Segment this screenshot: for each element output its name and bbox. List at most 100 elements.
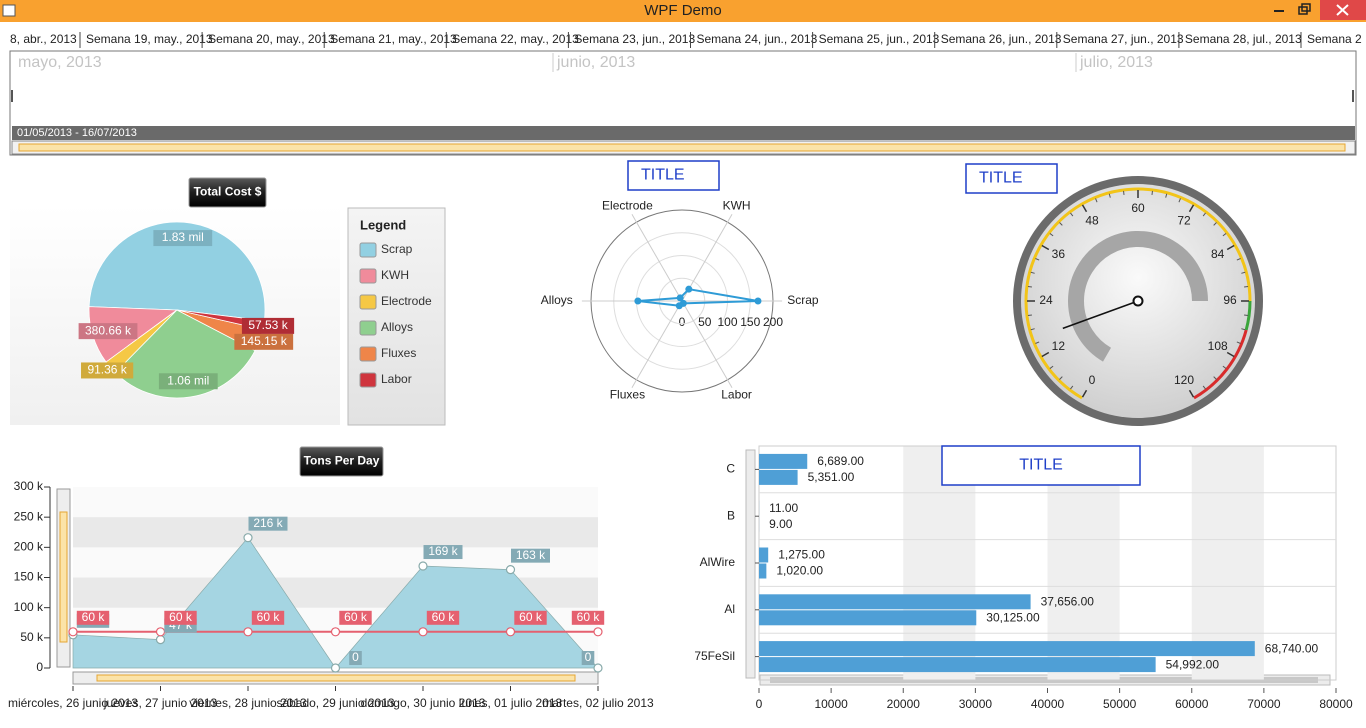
gauge-tick-label: 108 — [1208, 339, 1228, 353]
data-label-bg — [164, 610, 197, 625]
week-label: Semana 23, jun., 2013 — [574, 32, 695, 46]
date-range: 01/05/2013 - 16/07/2013 — [17, 127, 137, 139]
x-tick-label: 10000 — [814, 697, 848, 711]
bar — [759, 453, 808, 469]
month-label: junio, 2013 — [556, 54, 635, 71]
bar — [759, 469, 798, 485]
data-label: 54,992.00 — [1166, 657, 1220, 671]
timeline-handle[interactable] — [1352, 90, 1354, 102]
gauge-tick — [1188, 389, 1195, 398]
week-label: Semana 20, may., 2013 — [208, 32, 335, 46]
legend-label: Electrode — [381, 294, 432, 308]
gauge-minor-tick — [1241, 328, 1246, 331]
gauge-minor-tick — [1108, 193, 1111, 198]
x-tick-label: 50000 — [1103, 697, 1137, 711]
category-label: Al — [724, 602, 735, 616]
data-label: 60 k — [257, 610, 281, 624]
y-scrollbar[interactable] — [745, 449, 756, 679]
gauge-tick-label: 48 — [1085, 213, 1099, 227]
gauge-minor-tick — [1222, 365, 1227, 369]
timeline-thumb[interactable] — [18, 143, 1346, 152]
y-tick-label: 200 k — [14, 540, 44, 554]
r-tick-label: 50 — [698, 315, 712, 329]
gauge-minor-tick — [1241, 271, 1246, 274]
legend-title: Legend — [360, 217, 406, 232]
x-tick-label: martes, 02 julio 2013 — [542, 696, 654, 710]
gauge-minor-tick — [1222, 233, 1227, 237]
data-label: 145.15 k — [241, 334, 288, 348]
gauge-bar — [1068, 231, 1208, 362]
chart-title: TITLE — [1019, 457, 1063, 474]
y-tick-label: 0 — [36, 660, 43, 674]
chart-title: Total Cost $ — [194, 185, 262, 199]
x-tick-label: 60000 — [1175, 697, 1209, 711]
data-label: 57.53 k — [248, 318, 288, 332]
y-scroll-thumb[interactable] — [59, 511, 68, 643]
title-bar — [0, 0, 1366, 22]
minimize-button[interactable] — [1274, 10, 1284, 12]
title-button[interactable] — [188, 177, 267, 208]
x-tick-label: 0 — [756, 697, 763, 711]
data-label: 60 k — [344, 610, 368, 624]
gauge-tick-label: 24 — [1039, 293, 1053, 307]
x-tick-label: domingo, 30 junio 2013 — [361, 696, 486, 710]
gauge-minor-tick — [1059, 222, 1063, 226]
data-label: 380.66 k — [85, 323, 132, 337]
data-label: 5,351.00 — [808, 470, 855, 484]
week-label: Semana 26, jun., 2013 — [941, 32, 1062, 46]
gauge-minor-tick — [1030, 271, 1035, 274]
data-label: 68,740.00 — [1265, 641, 1319, 655]
restore-button[interactable] — [1298, 3, 1311, 15]
data-label-bg — [153, 230, 213, 247]
legend-swatch — [359, 268, 377, 284]
data-label: 60 k — [82, 610, 106, 624]
data-label-bg — [158, 373, 218, 390]
window-title: WPF Demo — [644, 2, 722, 19]
gauge-range — [1024, 187, 1252, 400]
timeline-handle[interactable] — [11, 90, 13, 102]
x-tick-label: miércoles, 26 junio 2013 — [8, 696, 138, 710]
radar-point — [634, 297, 642, 305]
marker — [593, 627, 603, 637]
gauge-needle — [1062, 300, 1139, 330]
gauge-minor-tick — [1244, 286, 1249, 288]
month-label: mayo, 2013 — [18, 54, 102, 71]
category-label: Alloys — [541, 293, 573, 307]
gauge-tick — [1226, 244, 1235, 251]
category-label: AlWire — [700, 555, 736, 569]
close-button[interactable] — [1320, 0, 1366, 20]
data-label-bg — [251, 610, 285, 625]
gauge-minor-tick — [1213, 222, 1217, 226]
gauge-minor-tick — [1202, 385, 1206, 390]
bar — [759, 547, 769, 563]
legend-label: KWH — [381, 268, 409, 282]
r-tick-label: 200 — [763, 315, 783, 329]
data-label: 11.00 — [769, 501, 798, 515]
r-tick-label: 0 — [679, 315, 686, 329]
data-label: 1.83 mil — [162, 230, 204, 244]
category-label: Electrode — [602, 199, 653, 213]
legend-swatch — [359, 320, 377, 336]
data-label: 1,020.00 — [776, 564, 823, 578]
category-label: Labor — [721, 388, 752, 402]
gauge-minor-tick — [1244, 314, 1249, 316]
gauge-tick — [1041, 351, 1050, 358]
data-label: 60 k — [519, 610, 543, 624]
legend-label: Fluxes — [381, 346, 416, 360]
pie-slice — [114, 309, 256, 399]
y-tick-label: 250 k — [14, 509, 44, 523]
gauge-minor-tick — [1178, 198, 1181, 203]
r-tick-label: 150 — [740, 315, 760, 329]
data-label: 91.36 k — [87, 363, 127, 377]
gauge-minor-tick — [1049, 233, 1054, 237]
title-button[interactable] — [299, 446, 384, 477]
x-scroll-thumb[interactable] — [96, 674, 576, 682]
x-tick-label: sábado, 29 junio 2013 — [276, 696, 394, 710]
y-tick-label: 50 k — [20, 630, 44, 644]
x-tick-label: 30000 — [959, 697, 993, 711]
bar — [759, 641, 1255, 657]
title-box — [965, 163, 1058, 194]
legend-label: Alloys — [381, 320, 413, 334]
data-label: 216 k — [253, 516, 283, 530]
